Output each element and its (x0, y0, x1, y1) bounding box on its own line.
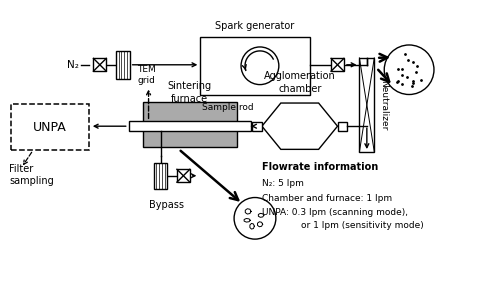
Text: UNPA: UNPA (33, 121, 67, 134)
Text: or 1 lpm (sensitivity mode): or 1 lpm (sensitivity mode) (278, 221, 424, 230)
Text: N₂: 5 lpm: N₂: 5 lpm (262, 179, 304, 188)
Text: TEM
grid: TEM grid (137, 65, 156, 85)
Bar (331, 58, 344, 71)
Circle shape (384, 45, 434, 94)
Text: Sample rod: Sample rod (202, 103, 254, 112)
Circle shape (234, 198, 276, 239)
Text: UNPA: 0.3 lpm (scanning mode),: UNPA: 0.3 lpm (scanning mode), (262, 208, 408, 218)
Polygon shape (262, 103, 338, 149)
Bar (154, 163, 168, 189)
Text: Bypass: Bypass (149, 201, 184, 211)
Text: N₂: N₂ (67, 60, 79, 70)
Bar (177, 169, 190, 182)
Text: Filter
sampling: Filter sampling (10, 163, 54, 186)
Bar (252, 122, 262, 131)
Bar (338, 122, 347, 131)
Bar (128, 121, 251, 131)
Text: Agglomeration
chamber: Agglomeration chamber (264, 71, 336, 94)
Bar (94, 58, 106, 71)
Bar (142, 102, 237, 147)
Bar (116, 51, 130, 79)
Text: Neutralizer: Neutralizer (379, 80, 388, 130)
Bar (360, 58, 374, 152)
Text: Sintering
furnace: Sintering furnace (168, 81, 212, 104)
Text: Spark generator: Spark generator (216, 21, 294, 31)
Bar (12, 104, 89, 150)
Text: Chamber and furnace: 1 lpm: Chamber and furnace: 1 lpm (262, 193, 392, 203)
Circle shape (241, 47, 279, 85)
Bar (200, 37, 310, 94)
Text: Flowrate information: Flowrate information (262, 162, 378, 172)
